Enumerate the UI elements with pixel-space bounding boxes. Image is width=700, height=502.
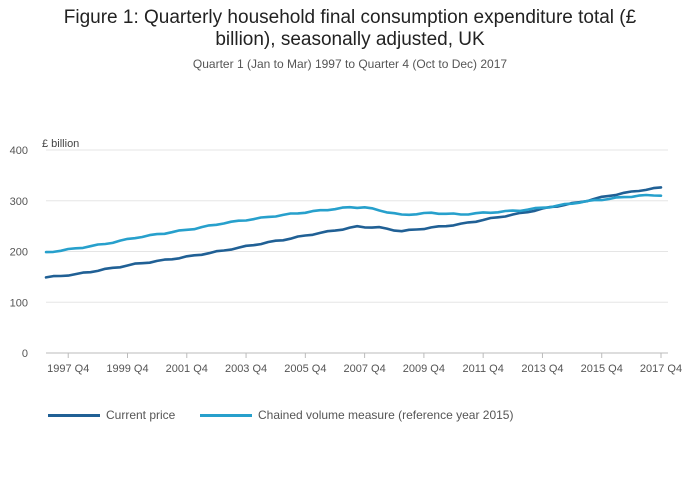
x-tick-label-1: 1999 Q4 xyxy=(106,363,148,375)
x-tick-label-4: 2005 Q4 xyxy=(284,363,326,375)
legend-swatch-chained-volume xyxy=(200,413,252,417)
legend-item-current-price: Current price xyxy=(48,408,175,422)
gridlines xyxy=(46,149,668,354)
y-tick-label-100: 100 xyxy=(10,297,28,309)
y-tick-label-200: 200 xyxy=(10,247,28,259)
legend-label-current-price: Current price xyxy=(106,408,176,422)
x-tick-label-8: 2013 Q4 xyxy=(521,363,563,375)
chart-title-line-2: billion), seasonally adjusted, UK xyxy=(215,29,485,50)
series-lines xyxy=(44,186,663,279)
x-tick-label-5: 2007 Q4 xyxy=(344,363,386,375)
y-axis-ticks: 0 100 200 300 400 xyxy=(10,145,28,360)
x-tick-label-2: 2001 Q4 xyxy=(166,363,208,375)
x-tick-label-6: 2009 Q4 xyxy=(403,363,445,375)
legend-item-chained-volume: Chained volume measure (reference year 2… xyxy=(200,408,513,422)
chart-subtitle: Quarter 1 (Jan to Mar) 1997 to Quarter 4… xyxy=(192,57,508,71)
x-tick-label-0: 1997 Q4 xyxy=(47,363,89,375)
x-axis: 1997 Q4 1999 Q4 2001 Q4 2003 Q4 2005 Q4 2007 … xyxy=(47,353,682,375)
series-line-chained-volume xyxy=(44,193,663,254)
chart-title-line-1: Figure 1: Quarterly household final cons… xyxy=(63,7,637,28)
legend-swatch-current-price xyxy=(48,413,100,417)
chart-title: Figure 1: Quarterly household final cons… xyxy=(0,7,700,51)
x-tick-label-7: 2011 Q4 xyxy=(462,363,503,375)
y-tick-label-400: 400 xyxy=(10,145,28,157)
y-tick-label-300: 300 xyxy=(10,196,28,208)
x-tick-label-9: 2015 Q4 xyxy=(581,363,623,375)
x-tick-label-3: 2003 Q4 xyxy=(225,363,267,375)
y-tick-label-0: 0 xyxy=(22,348,28,360)
y-axis-label: £ billion xyxy=(42,138,79,150)
x-tick-label-10: 2017 Q4 xyxy=(640,363,682,375)
legend-label-chained-volume: Chained volume measure (reference year 2… xyxy=(258,408,514,422)
